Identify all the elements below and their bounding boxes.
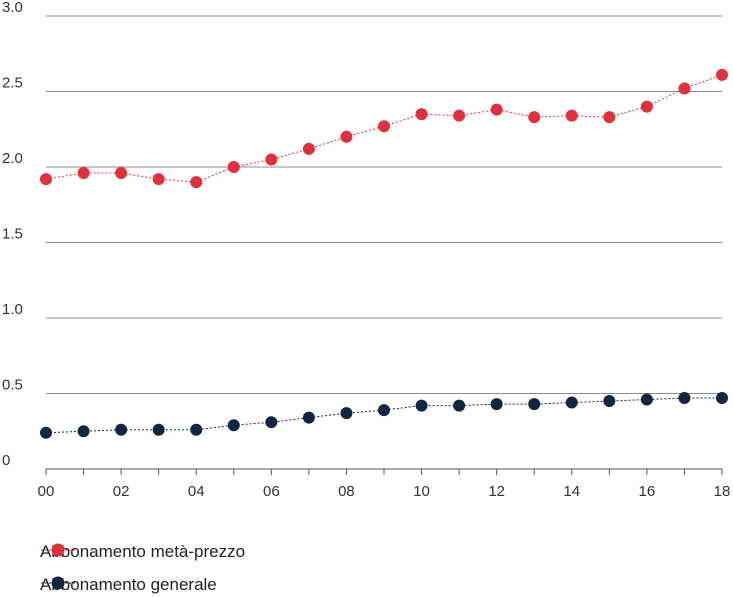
data-point-series-0	[678, 82, 691, 95]
data-point-series-0	[77, 167, 90, 180]
data-point-series-0	[340, 130, 353, 143]
x-tick-label: 02	[113, 483, 130, 500]
data-point-series-1	[490, 398, 503, 411]
y-tick-label: 2.5	[2, 75, 23, 92]
legend-item-general: Abbonamento generale	[40, 575, 217, 595]
x-tick-label: 10	[413, 483, 430, 500]
y-tick-label: 0.5	[2, 377, 23, 394]
y-tick-label: 2.0	[2, 150, 23, 167]
x-tick-label: 08	[338, 483, 355, 500]
data-point-series-1	[190, 423, 203, 436]
x-tick-label: 06	[263, 483, 280, 500]
data-point-series-0	[716, 68, 728, 81]
data-point-series-0	[115, 167, 128, 180]
x-tick-label: 14	[563, 483, 580, 500]
data-point-series-0	[152, 173, 165, 186]
data-point-series-1	[378, 404, 390, 417]
data-point-series-1	[115, 423, 128, 436]
data-point-series-0	[565, 109, 578, 122]
data-point-series-1	[77, 425, 90, 438]
data-point-series-0	[190, 176, 203, 189]
data-point-series-1	[40, 426, 52, 439]
data-point-series-1	[528, 398, 541, 411]
legend-item-half-fare: Abbonamento metà-prezzo	[40, 542, 245, 562]
y-tick-label: 1.0	[2, 301, 23, 318]
y-tick-label: 3.0	[2, 0, 23, 16]
data-point-series-1	[603, 395, 616, 408]
data-point-series-0	[528, 111, 541, 124]
data-point-series-0	[227, 161, 240, 173]
data-point-series-0	[603, 111, 616, 124]
data-point-series-0	[302, 142, 315, 155]
y-tick-label: 0	[2, 452, 10, 469]
x-tick-label: 18	[714, 483, 731, 500]
data-point-series-1	[640, 393, 653, 406]
legend-label-half-fare: Abbonamento metà-prezzo	[40, 542, 246, 561]
data-point-series-0	[640, 100, 653, 113]
data-point-series-1	[415, 399, 428, 412]
data-point-series-0	[453, 109, 466, 122]
data-point-series-0	[415, 108, 428, 121]
legend-swatch-half-fare	[41, 543, 75, 557]
data-point-series-0	[378, 120, 390, 133]
x-tick-label: 16	[639, 483, 656, 500]
data-point-series-1	[265, 416, 278, 429]
x-tick-label: 04	[188, 483, 205, 500]
data-point-series-1	[453, 399, 466, 412]
data-point-series-1	[678, 392, 691, 405]
y-tick-label: 1.5	[2, 226, 23, 243]
legend-swatch-general	[41, 576, 75, 590]
legend-label-general: Abbonamento generale	[40, 575, 217, 594]
data-point-series-0	[490, 103, 503, 116]
data-point-series-0	[40, 173, 52, 186]
data-point-series-1	[227, 419, 240, 432]
data-point-series-1	[302, 411, 315, 424]
data-point-series-1	[152, 423, 165, 436]
data-point-series-1	[716, 392, 728, 405]
data-point-series-1	[565, 396, 578, 409]
data-point-series-0	[265, 153, 278, 166]
x-tick-label: 12	[488, 483, 505, 500]
data-point-series-1	[340, 407, 353, 420]
x-tick-label: 00	[38, 483, 55, 500]
